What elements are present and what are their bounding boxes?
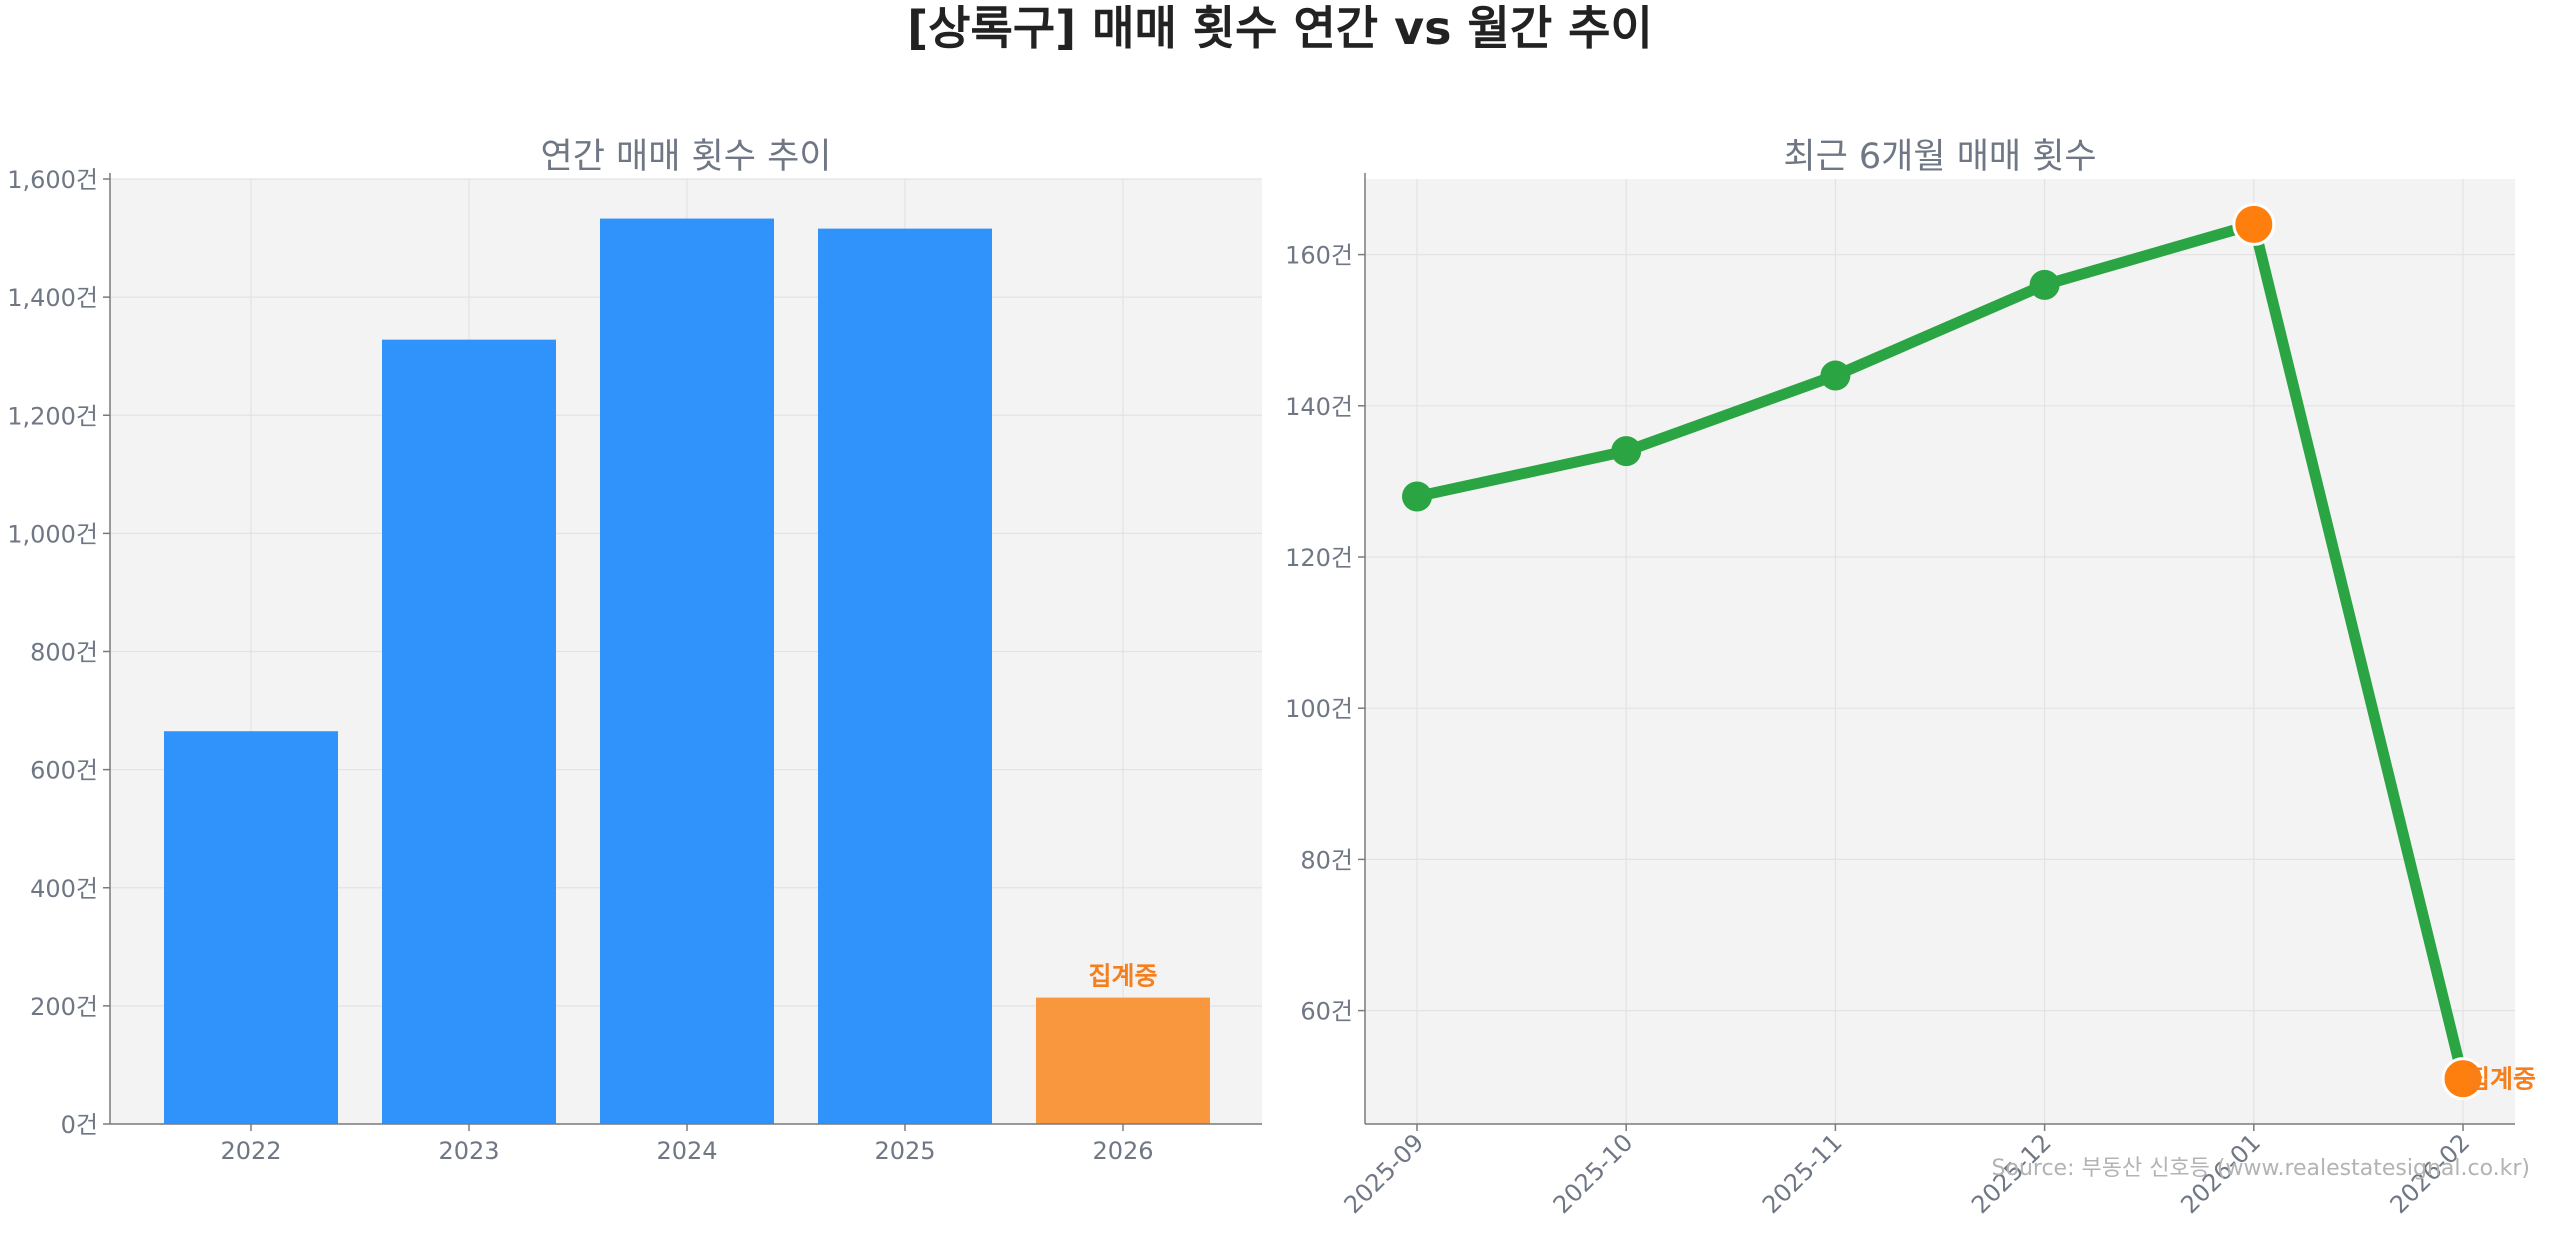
x-tick-label: 2025-09: [1339, 1128, 1430, 1219]
point-2025-09: [1402, 481, 1432, 512]
point-2025-12: [2029, 269, 2060, 300]
figure-title: [상록구] 매매 횟수 연간 vs 월간 추이: [907, 1, 1653, 55]
point-2025-10: [1611, 436, 1642, 467]
source-credit: Source: 부동산 신호등 (www.realestatesignal.co…: [1992, 1156, 2530, 1181]
y-tick-label: 1,400건: [7, 284, 98, 312]
x-tick-label: 2025-11: [1757, 1128, 1848, 1219]
series-line: [1411, 218, 2469, 1085]
x-tick-label: 2023: [438, 1137, 499, 1165]
y-tick-label: 200건: [30, 993, 98, 1021]
x-tick-label: 2025-10: [1548, 1128, 1639, 1219]
y-tick-label: 1,000건: [7, 520, 98, 548]
y-tick-label: 120건: [1285, 544, 1353, 572]
y-tick-label: 0건: [61, 1111, 98, 1139]
y-tick-label: 160건: [1285, 242, 1353, 270]
partial-data-note: 집계중: [1088, 962, 1157, 991]
point-2026-02: [2441, 1057, 2485, 1101]
point-2025-11: [1820, 360, 1851, 391]
y-tick-label: 140건: [1285, 393, 1353, 421]
monthly-chart-panel: 60건 80건 100건 120건 140건 160건 2025-09 2025-10 2025…: [1285, 137, 2536, 1219]
annual-chart-title: 연간 매매 횟수 추이: [541, 137, 832, 177]
y-tick-label: 800건: [30, 639, 98, 667]
bar-2024: [600, 218, 774, 1124]
y-tick-label: 60건: [1300, 998, 1353, 1026]
point-2026-01: [2232, 202, 2276, 246]
x-tick-label: 2024: [656, 1137, 717, 1165]
bar-2025: [818, 228, 992, 1125]
monthly-chart-title: 최근 6개월 매매 횟수: [1783, 137, 2096, 177]
y-tick-label: 400건: [30, 875, 98, 903]
partial-data-note: 집계중: [2467, 1065, 2536, 1094]
bar-2023: [382, 339, 556, 1124]
bar-2022: [164, 731, 338, 1124]
y-tick-label: 600건: [30, 757, 98, 785]
y-tick-label: 1,200건: [7, 402, 98, 430]
annual-chart-panel: 0건 200건 400건 600건 800건 1,000건 1,200건 1,400건 1,60…: [7, 137, 1262, 1165]
y-tick-label: 1,600건: [7, 166, 98, 194]
bar-2026: [1036, 997, 1210, 1124]
x-tick-label: 2022: [220, 1137, 281, 1165]
x-tick-label: 2025: [874, 1137, 935, 1165]
plot-background: [1365, 179, 2515, 1124]
x-tick-label: 2026: [1092, 1137, 1153, 1165]
y-tick-label: 100건: [1285, 695, 1353, 723]
y-tick-label: 80건: [1300, 846, 1353, 874]
